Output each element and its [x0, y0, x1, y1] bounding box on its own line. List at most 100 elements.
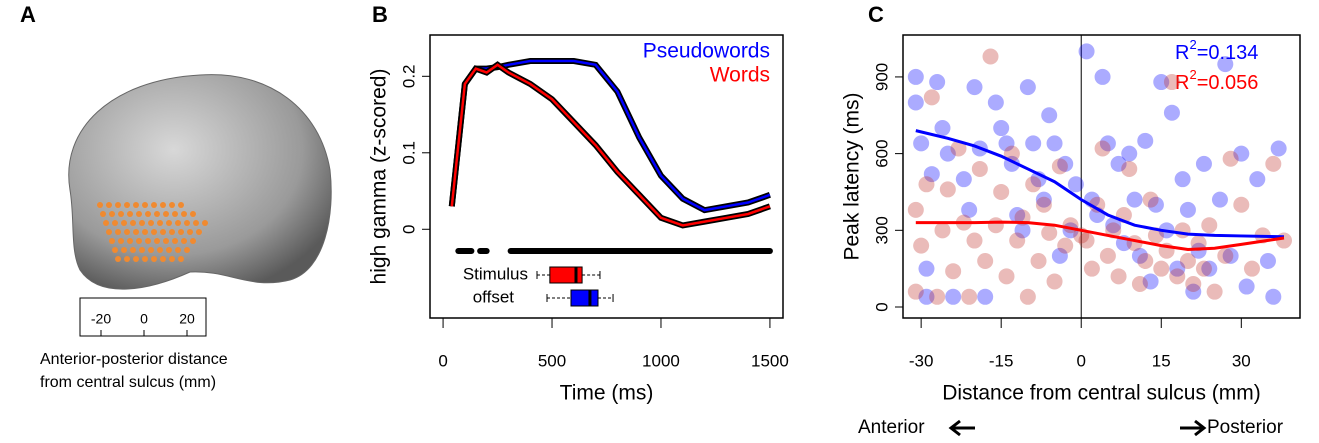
x-axis-label: Time (ms): [560, 382, 654, 405]
electrode: [103, 220, 109, 226]
point: [1185, 275, 1202, 292]
x-tick-label: 0: [438, 351, 447, 370]
legend-entry: Words: [710, 64, 770, 87]
electrode: [139, 247, 145, 253]
point: [1265, 288, 1282, 305]
point: [907, 94, 924, 111]
point: [998, 268, 1015, 285]
caption: Anterior-posterior distance: [40, 351, 228, 368]
point: [1126, 191, 1143, 208]
electrode: [160, 202, 166, 208]
point: [1089, 196, 1106, 213]
electrode: [124, 229, 130, 235]
brain: [68, 74, 332, 290]
electrode: [154, 211, 160, 217]
point: [918, 260, 935, 277]
electrode: [136, 238, 142, 244]
point: [923, 89, 940, 106]
x-tick-label: 30: [1232, 351, 1251, 370]
point: [1195, 155, 1212, 172]
y-tick-label: 300: [872, 216, 891, 244]
y-axis-label: Peak latency (ms): [841, 92, 864, 260]
point: [1078, 232, 1095, 249]
point: [961, 288, 978, 305]
arrow: [948, 419, 975, 437]
electrode: [112, 247, 118, 253]
point: [1217, 56, 1234, 73]
x-tick-label: 1500: [751, 351, 789, 370]
point: [929, 74, 946, 91]
electrode-grid: [97, 202, 208, 262]
point: [945, 288, 962, 305]
panel-label: C: [868, 2, 884, 27]
point: [945, 263, 962, 280]
point: [1019, 288, 1036, 305]
point: [1169, 268, 1186, 285]
electrode: [169, 256, 175, 262]
point: [907, 68, 924, 85]
point: [1035, 191, 1052, 208]
point: [1163, 74, 1180, 91]
electrode: [118, 211, 124, 217]
electrode: [124, 202, 130, 208]
point: [1099, 135, 1116, 152]
point: [1094, 140, 1111, 157]
electrode: [187, 229, 193, 235]
point: [1051, 158, 1068, 175]
plot-frame: [902, 34, 1301, 319]
x-tick-label: -30: [909, 351, 934, 370]
electrode: [169, 202, 175, 208]
electrode: [139, 220, 145, 226]
point: [934, 222, 951, 239]
boxplot-label: Stimulus: [463, 264, 528, 283]
point: [977, 252, 994, 269]
electrode: [184, 220, 190, 226]
point: [1094, 68, 1111, 85]
point: [1259, 252, 1276, 269]
point: [1057, 155, 1074, 172]
point: [1083, 260, 1100, 277]
electrode: [127, 211, 133, 217]
point: [929, 288, 946, 305]
point: [1014, 222, 1031, 239]
series-line: [450, 63, 771, 227]
box: [549, 266, 583, 284]
point: [1233, 145, 1250, 162]
electrode: [115, 202, 121, 208]
point: [1046, 135, 1063, 152]
point: [1179, 252, 1196, 269]
point: [907, 283, 924, 300]
point: [1190, 235, 1207, 252]
point: [1163, 104, 1180, 121]
electrode: [160, 256, 166, 262]
point: [1249, 171, 1266, 188]
box: [570, 289, 599, 307]
point: [1270, 140, 1287, 157]
y-tick-label: 600: [872, 139, 891, 167]
r2-rest: =0.134: [1197, 42, 1259, 64]
electrode: [190, 238, 196, 244]
electrode: [100, 211, 106, 217]
electrode: [169, 229, 175, 235]
x-tick-label: 1000: [642, 351, 680, 370]
electrode: [166, 220, 172, 226]
r2-sup: 2: [1189, 37, 1196, 52]
point: [1201, 217, 1218, 234]
point: [1243, 260, 1260, 277]
point: [966, 232, 983, 249]
electrode: [157, 220, 163, 226]
electrode: [136, 211, 142, 217]
point: [1041, 107, 1058, 124]
direction-label: Posterior: [1207, 417, 1284, 438]
electrode: [133, 202, 139, 208]
point: [1105, 217, 1122, 234]
r2-base: R: [1175, 72, 1189, 94]
point: [1206, 283, 1223, 300]
point: [1009, 232, 1026, 249]
electrode: [145, 238, 151, 244]
point: [1137, 132, 1154, 149]
point: [977, 288, 994, 305]
electrode: [133, 256, 139, 262]
electrode: [193, 220, 199, 226]
point: [1174, 171, 1191, 188]
